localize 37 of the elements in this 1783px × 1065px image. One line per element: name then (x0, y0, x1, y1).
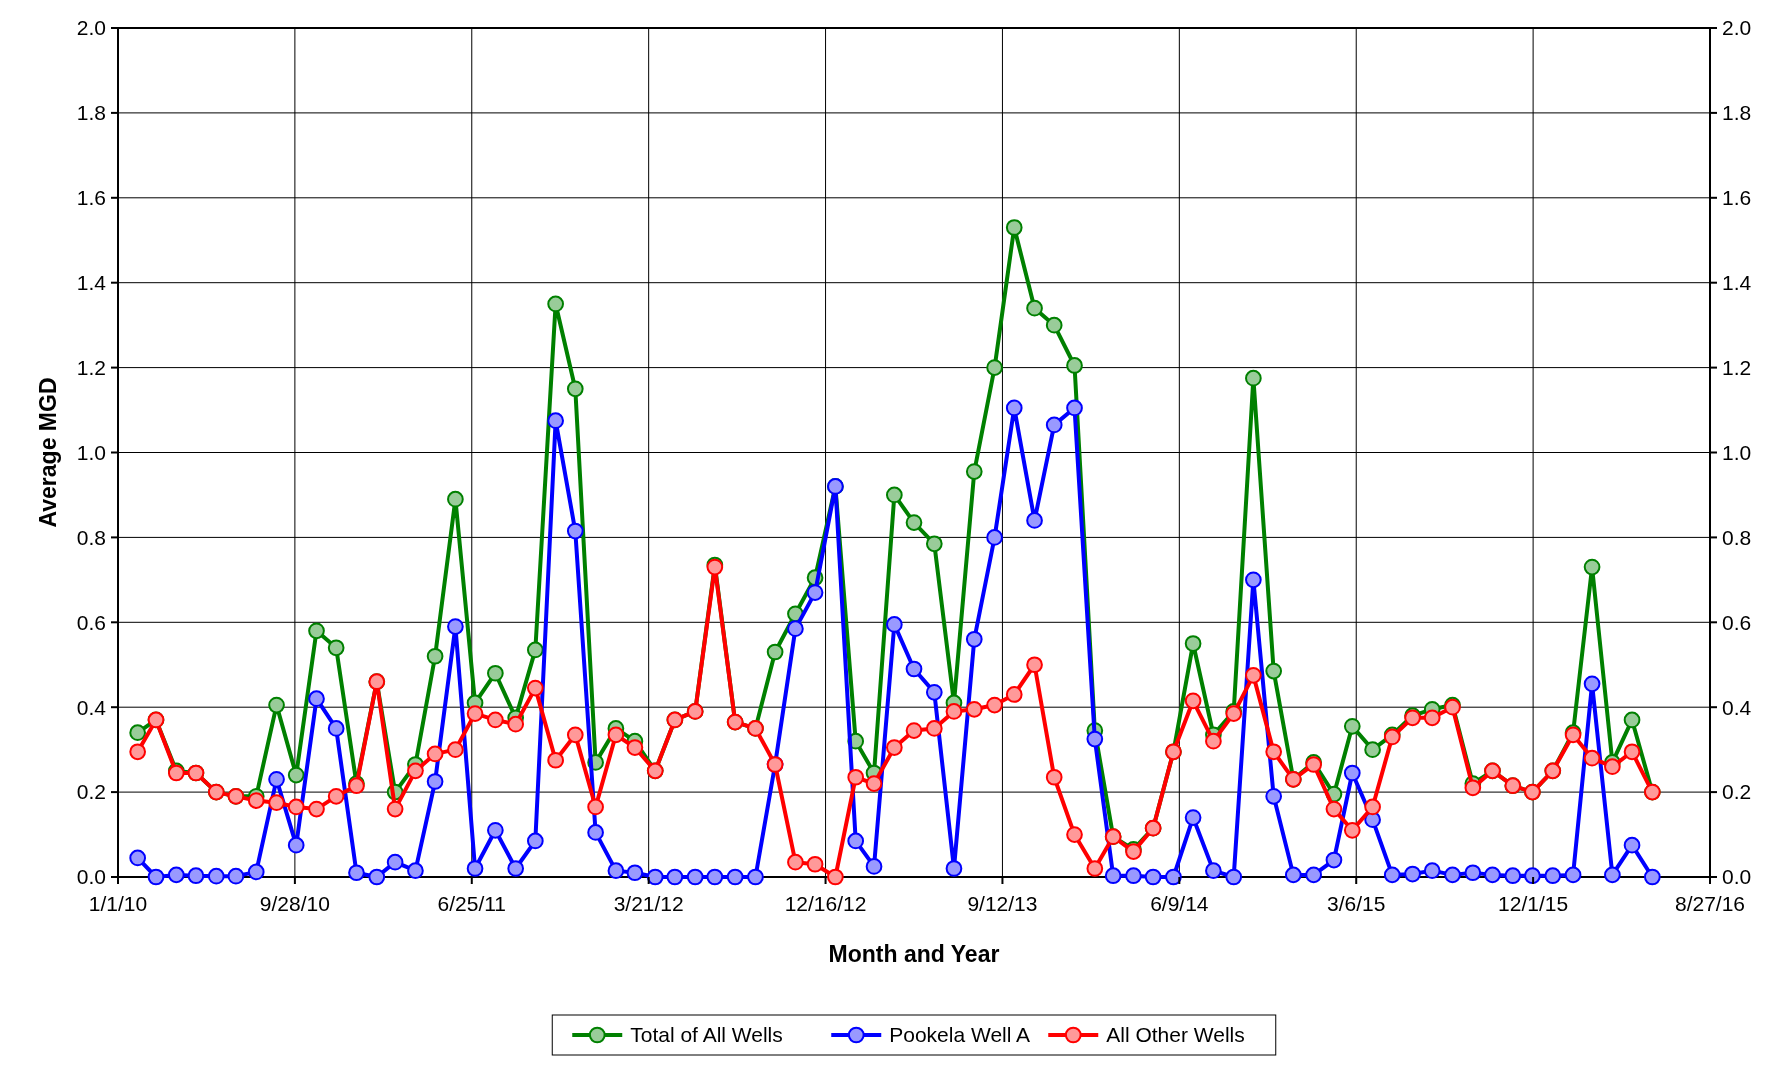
y2-tick-label: 0.4 (1722, 695, 1752, 719)
y2-tick-label: 0.6 (1722, 610, 1752, 634)
x-tick-label: 3/6/15 (1327, 892, 1386, 915)
y2-tick-label: 1.4 (1722, 271, 1752, 295)
x-tick-label: 9/12/13 (967, 892, 1038, 915)
y2-tick-label: 1.2 (1722, 355, 1752, 379)
y2-tick-label: 1.8 (1722, 101, 1752, 125)
y-tick-label: 0.2 (76, 780, 106, 804)
y-tick-label: 1.8 (76, 101, 106, 125)
y-tick-label: 0.4 (76, 695, 107, 719)
x-tick-label: 12/16/12 (784, 892, 867, 915)
legend-label: All Other Wells (1106, 1023, 1245, 1047)
y2-tick-label: 0.8 (1722, 525, 1752, 549)
x-tick-label: 1/1/10 (88, 892, 148, 915)
y2-tick-label: 1.0 (1722, 440, 1752, 464)
y2-tick-label: 2.0 (1722, 16, 1752, 40)
legend-label: Pookela Well A (889, 1023, 1031, 1047)
x-tick-label: 3/21/12 (613, 892, 684, 915)
y2-tick-label: 1.6 (1722, 186, 1752, 210)
y-tick-label: 1.0 (76, 440, 106, 464)
y2-tick-label: 0.2 (1722, 780, 1752, 804)
y-tick-label: 1.6 (76, 186, 106, 210)
y-tick-label: 0.8 (76, 525, 106, 549)
x-tick-label: 8/27/16 (1674, 892, 1746, 915)
y-tick-label: 0.6 (76, 610, 106, 634)
y-tick-label: 2.0 (76, 16, 106, 40)
y-axis-title: Average MGD (35, 377, 61, 528)
y-tick-label: 1.4 (76, 271, 107, 295)
y-tick-label: 0.0 (76, 865, 106, 889)
y2-tick-label: 0.0 (1722, 865, 1752, 889)
x-tick-label: 6/25/11 (437, 892, 507, 915)
x-tick-label: 9/28/10 (259, 892, 330, 915)
x-tick-label: 12/1/15 (1498, 892, 1569, 915)
x-tick-label: 6/9/14 (1150, 892, 1209, 915)
x-axis-title: Month and Year (828, 941, 1000, 967)
y-tick-label: 1.2 (76, 355, 106, 379)
legend-label: Total of All Wells (630, 1023, 783, 1047)
